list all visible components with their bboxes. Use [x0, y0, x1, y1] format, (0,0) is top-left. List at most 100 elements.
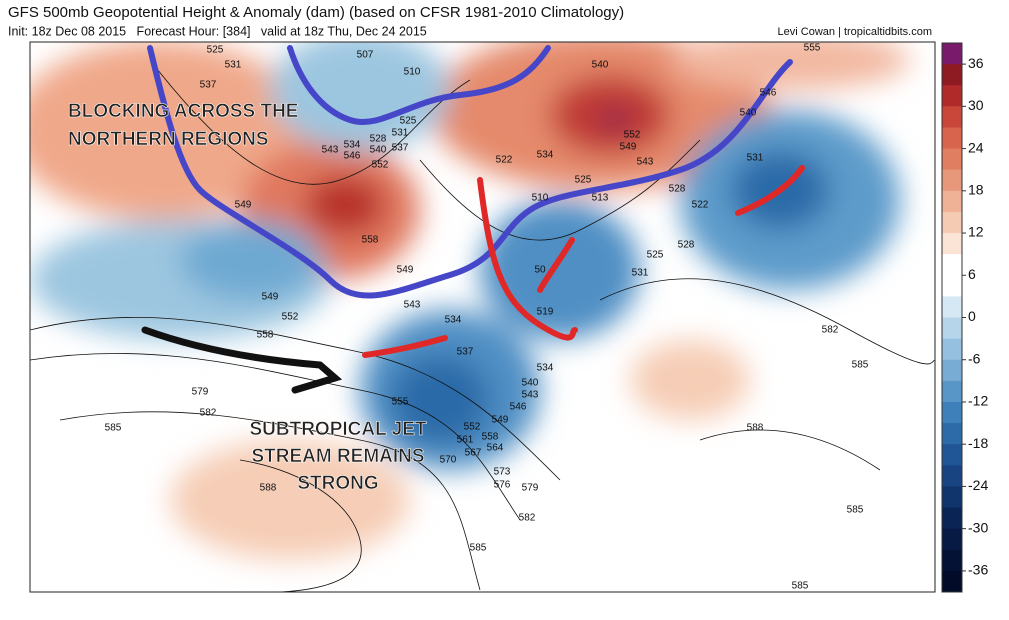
contour-label: 534 [537, 150, 554, 161]
colorbar-band [942, 401, 962, 424]
contour-label: 543 [404, 300, 421, 311]
contour-label: 546 [344, 151, 361, 162]
contour-label: 528 [669, 184, 686, 195]
contour-label: 510 [532, 193, 549, 204]
contour-label: 531 [225, 60, 242, 71]
contour-label: 549 [492, 415, 509, 426]
colorbar-label: -6 [968, 350, 981, 366]
contour-label: 534 [537, 363, 554, 374]
contour-label: 564 [487, 443, 504, 454]
contour-label: 546 [510, 402, 527, 413]
colorbar-band [942, 190, 962, 213]
contour-label: 573 [494, 467, 511, 478]
contour-label: 531 [632, 268, 649, 279]
colorbar-band [942, 85, 962, 107]
colorbar-band [942, 549, 962, 572]
contour-label: 525 [400, 116, 417, 127]
contour-label: 585 [847, 505, 864, 516]
contour-label: 525 [575, 175, 592, 186]
colorbar-band [942, 444, 962, 466]
colorbar-band [942, 211, 962, 234]
annotation: STREAM REMAINS [251, 446, 424, 467]
colorbar-label: -36 [968, 562, 988, 578]
colorbar-label: 0 [968, 308, 976, 324]
colorbar-label: -12 [968, 393, 988, 409]
drawn-annotations [141, 45, 805, 394]
colorbar-band [942, 106, 962, 128]
colorbar-band [942, 570, 962, 593]
colorbar-band [942, 486, 962, 509]
contour-label: 525 [207, 45, 224, 56]
colorbar-label: 30 [968, 97, 984, 113]
colorbar-label: 24 [968, 139, 984, 155]
contour-label: 531 [392, 128, 409, 139]
colorbar-label: 18 [968, 182, 984, 198]
contour-label: 528 [370, 134, 387, 145]
contour-label: 537 [457, 347, 474, 358]
contour-label: 549 [397, 265, 414, 276]
contour-label: 543 [522, 390, 539, 401]
colorbar-band [942, 359, 962, 382]
contour-label: 585 [852, 360, 869, 371]
contour-label: 540 [522, 378, 539, 389]
contour-label: 561 [457, 435, 474, 446]
contour-label: 522 [692, 200, 709, 211]
contour-label: 540 [740, 108, 757, 119]
contour-label: 546 [760, 88, 777, 99]
colorbar-band [942, 296, 962, 318]
colorbar-band [942, 507, 962, 530]
colorbar-band [942, 275, 962, 297]
colorbar-band [942, 169, 962, 192]
contour-label: 50 [534, 265, 546, 276]
colorbar-band [942, 127, 962, 150]
init-line: Init: 18z Dec 08 2015 Forecast Hour: [38… [8, 24, 427, 38]
contour-label: 522 [496, 155, 513, 166]
colorbar-band [942, 64, 962, 86]
contour-label: 582 [822, 325, 839, 336]
contour-label: 519 [537, 307, 554, 318]
contour-label: 534 [344, 140, 361, 151]
contour-label: 510 [404, 67, 421, 78]
contour-label: 549 [620, 142, 637, 153]
contour-label: 585 [792, 581, 809, 592]
contour-label: 567 [465, 448, 482, 459]
contour-label: 579 [522, 483, 539, 494]
colorbar-band [942, 423, 962, 445]
colorbar-band [942, 380, 962, 403]
contour-label: 555 [392, 397, 409, 408]
colorbar-label: 6 [968, 266, 976, 282]
colorbar-band [942, 338, 962, 361]
contour-label: 579 [192, 387, 209, 398]
contour-label: 540 [592, 60, 609, 71]
contour-label: 525 [647, 250, 664, 261]
contour-label: 558 [362, 235, 379, 246]
contour-label: 588 [747, 423, 764, 434]
contour-label: 513 [592, 193, 609, 204]
contour-label: 585 [105, 423, 122, 434]
colorbar-band [942, 43, 962, 65]
height-contours [30, 59, 935, 592]
contour-label: 537 [392, 143, 409, 154]
colorbar-label: -24 [968, 477, 988, 493]
contour-label: 555 [804, 43, 821, 54]
annotation: BLOCKING ACROSS THE [68, 101, 298, 122]
colorbar-label: 36 [968, 55, 984, 71]
colorbar-band [942, 528, 962, 551]
colorbar-label: -30 [968, 519, 988, 535]
contour-label: 558 [257, 330, 274, 341]
contour-label: 528 [678, 240, 695, 251]
contour-label: 576 [494, 480, 511, 491]
colorbar-band [942, 233, 962, 255]
colorbar-band [942, 317, 962, 340]
colorbar: 36 30 24 18 12 6 0 -6 -12 -18 -24 -30 -36 [941, 42, 988, 593]
credit: Levi Cowan | tropicaltidbits.com [778, 26, 932, 38]
contour-label: 570 [440, 455, 457, 466]
annotation: NORTHERN REGIONS [68, 129, 269, 150]
contour-label: 585 [470, 543, 487, 554]
contour-label: 558 [482, 432, 499, 443]
colorbar-label: -18 [968, 435, 988, 451]
title: GFS 500mb Geopotential Height & Anomaly … [8, 4, 624, 21]
contour-label: 534 [445, 315, 462, 326]
contour-label: 552 [464, 422, 481, 433]
